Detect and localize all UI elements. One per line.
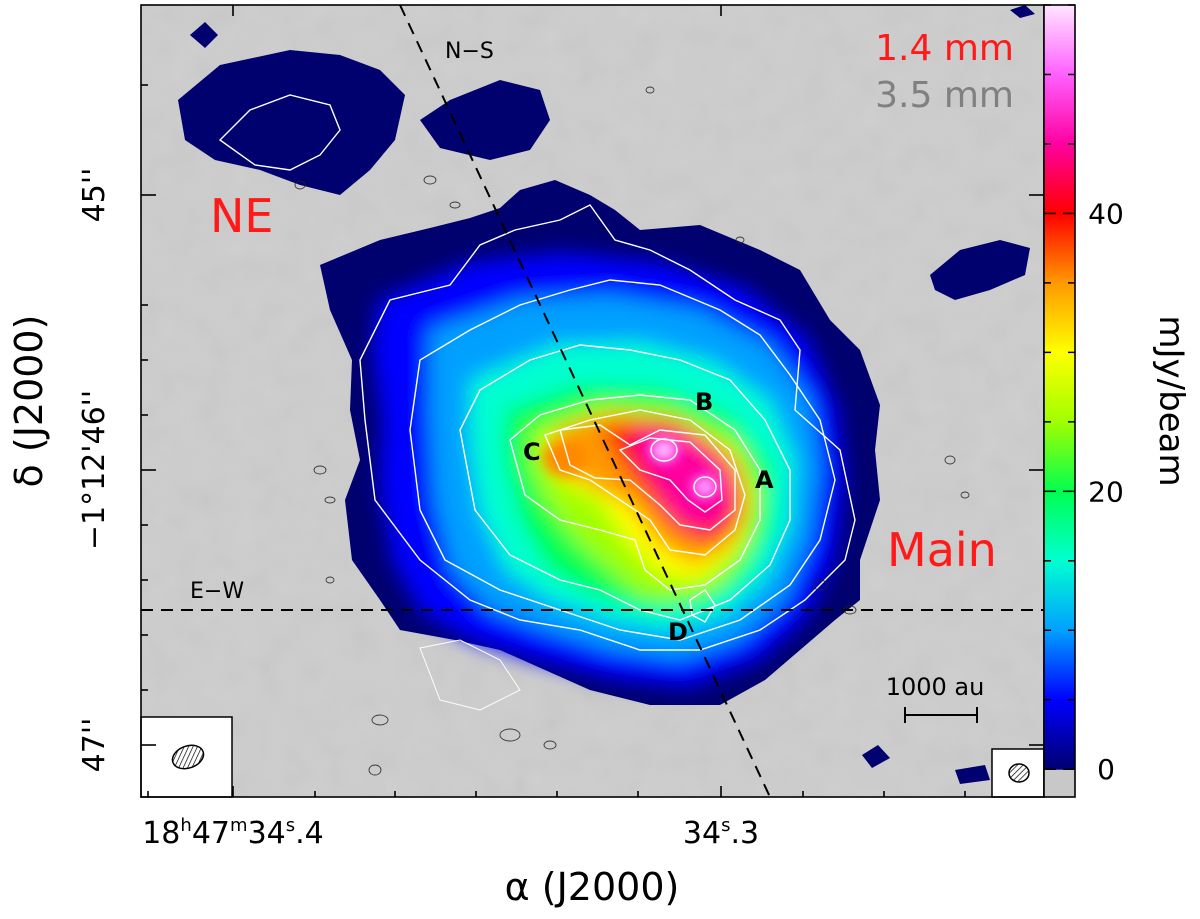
y-axis-title: δ (J2000) [7, 315, 51, 488]
colorbar-frame [1043, 4, 1076, 798]
y-tick-label-1: −1°12'46'' [77, 390, 112, 550]
core-label-a: A [755, 466, 774, 494]
core-label-c: C [523, 438, 541, 466]
y-tick-label-0: 45'' [77, 168, 112, 223]
ne-clump [178, 50, 405, 195]
core-label-b: B [695, 388, 713, 416]
x-tick-label-1: 34s.3 [683, 815, 759, 851]
ew-cut-label: E−W [190, 579, 244, 604]
map-ticks [141, 5, 1044, 797]
scale-bar-label: 1000 au [886, 673, 985, 701]
colorbar: 0 20 40 mJy/beam [1043, 4, 1191, 798]
x-axis-title: α (J2000) [505, 865, 680, 909]
legend-1.4mm: 1.4 mm [875, 28, 1014, 69]
emission-peaks [543, 437, 719, 499]
legend-3.5mm: 3.5 mm [875, 75, 1014, 116]
colorbar-tick-label: 0 [1097, 753, 1115, 786]
ns-cut-label: N−S [445, 39, 494, 64]
ns-cut-line [399, 5, 771, 797]
beam-box-3.5mm [991, 748, 1045, 798]
map-area [141, 5, 1044, 797]
x-tick-label-0: 18h47m34s.4 [142, 815, 324, 851]
colorbar-fill [1044, 5, 1075, 797]
scale-bar: 1000 au [886, 673, 985, 723]
colorbar-ticks [1044, 4, 1075, 770]
contours-noise [294, 86, 970, 776]
y-tick-label-2: 47'' [77, 718, 112, 773]
region-label-main: Main [887, 523, 997, 577]
colorbar-tick-label: 40 [1088, 197, 1124, 230]
contours-3.5mm [218, 94, 856, 711]
beam-box-1.4mm [140, 716, 233, 798]
colorbar-tick-labels: 0 20 40 [1088, 197, 1124, 786]
colorbar-tick-label: 20 [1088, 475, 1124, 508]
core-label-d: D [668, 618, 688, 646]
colorbar-title: mJy/beam [1151, 315, 1191, 486]
region-label-ne: NE [210, 189, 273, 243]
